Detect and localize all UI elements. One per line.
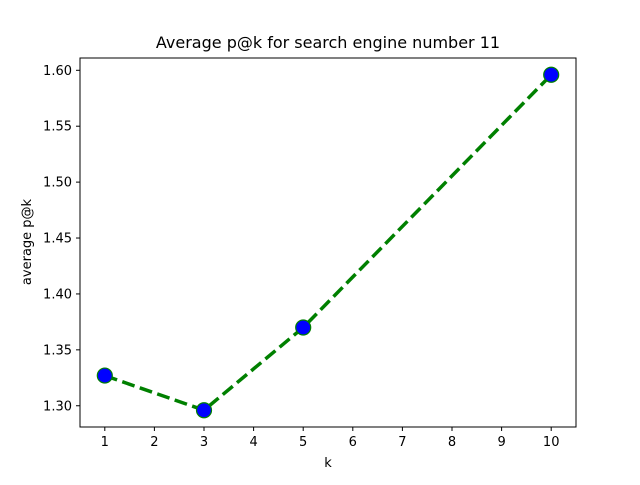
series-line	[104, 73, 553, 412]
x-axis: 1 2 3 4 5 6 7 8 9 10	[101, 427, 560, 450]
x-axis-label: k	[324, 456, 332, 471]
x-tick-label: 10	[543, 435, 560, 450]
data-point	[295, 319, 312, 336]
y-tick-label: 1.50	[43, 176, 72, 191]
x-tick-label: 6	[349, 435, 357, 450]
plot-area	[79, 57, 577, 428]
data-point	[96, 367, 113, 384]
data-point	[195, 402, 213, 419]
y-tick-label: 1.45	[43, 232, 72, 247]
y-tick-label: 1.55	[43, 120, 72, 135]
series-layer	[96, 66, 560, 419]
y-tick-label: 1.40	[43, 287, 72, 302]
x-tick-label: 7	[398, 435, 406, 450]
x-tick-label: 4	[249, 435, 257, 450]
x-tick-label: 5	[299, 435, 307, 450]
x-tick-label: 9	[497, 435, 505, 450]
x-tick-label: 3	[200, 435, 208, 450]
x-tick-label: 8	[448, 435, 456, 450]
y-axis: 1.30 1.35 1.40 1.45 1.50 1.55 1.60	[43, 64, 80, 414]
axes-frame	[79, 57, 577, 428]
x-tick-label: 1	[101, 435, 109, 450]
x-tick-label: 2	[150, 435, 158, 450]
y-tick-label: 1.35	[43, 343, 72, 358]
chart-title: Average p@k for search engine number 11	[156, 33, 500, 52]
data-point	[543, 66, 560, 83]
y-axis-label: average p@k	[20, 198, 35, 285]
y-tick-label: 1.60	[43, 64, 72, 79]
y-tick-label: 1.30	[43, 399, 72, 414]
